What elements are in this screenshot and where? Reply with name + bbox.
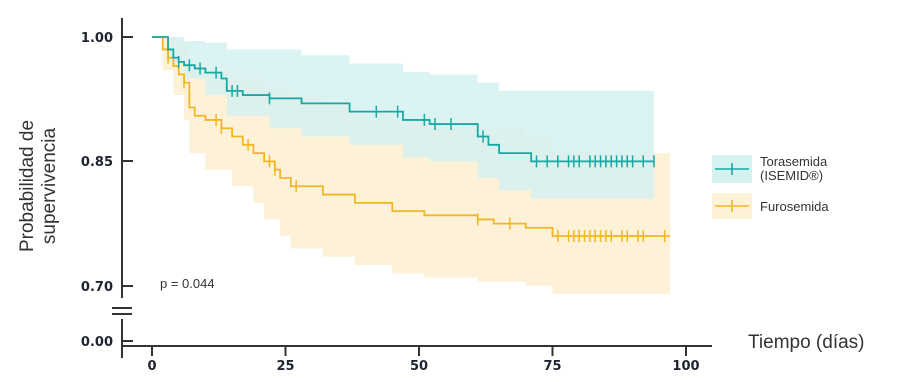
x-axis-title: Tiempo (días)	[748, 332, 865, 353]
censor-marks	[167, 51, 666, 243]
legend-label-torasemida-line1: Torasemida	[760, 154, 828, 169]
x-tick-label-0: 0	[147, 359, 156, 374]
x-tick-label-100: 100	[672, 359, 699, 374]
survival-curves	[152, 36, 670, 237]
legend-label-furosemida: Furosemida	[760, 199, 829, 214]
survival-line-torasemida	[152, 36, 654, 163]
y-axis-title-line2: supervivencia	[39, 127, 60, 244]
y-tick-label-000: 0.00	[81, 335, 113, 350]
x-tick-label-75: 75	[543, 359, 561, 374]
p-value-annotation: p = 0.044	[160, 276, 215, 291]
y-tick-label-100: 1.00	[81, 31, 113, 46]
legend: Torasemida (ISEMID®) Furosemida	[712, 154, 829, 219]
y-tick-label-070: 0.70	[81, 280, 113, 295]
x-ticks: 0 25 50 75 100	[147, 346, 700, 374]
axes: 0 25 50 75 100	[112, 18, 712, 374]
confidence-bands	[152, 37, 670, 295]
y-axis-title-line1: Probabilidad de	[17, 120, 38, 252]
x-tick-label-50: 50	[410, 359, 428, 374]
x-tick-label-25: 25	[276, 359, 294, 374]
y-tick-label-085: 0.85	[81, 155, 113, 170]
legend-label-torasemida-line2: (ISEMID®)	[760, 168, 823, 183]
survival-line-furosemida	[152, 36, 670, 237]
